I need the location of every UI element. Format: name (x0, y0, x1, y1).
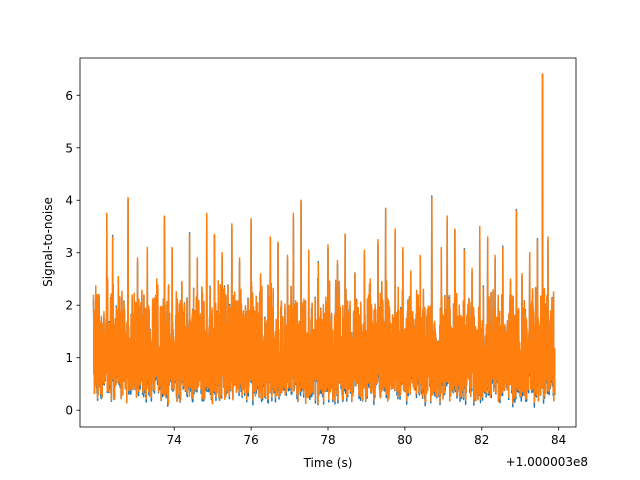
x-axis-ticks: 74 76 78 80 82 84 (167, 427, 566, 447)
x-tick-label: 78 (320, 433, 335, 447)
series-layer (92, 73, 556, 408)
y-tick-label: 0 (65, 404, 73, 418)
y-tick-label: 1 (65, 351, 73, 365)
y-axis-label: Signal-to-noise (41, 197, 55, 287)
x-tick-label: 76 (243, 433, 258, 447)
y-tick-label: 2 (65, 299, 73, 313)
y-tick-label: 3 (65, 246, 73, 260)
series-line-2 (92, 73, 556, 405)
x-tick-label: 74 (167, 433, 182, 447)
x-axis-label: Time (s) (303, 456, 353, 470)
y-tick-label: 5 (65, 141, 73, 155)
x-axis-offset-label: +1.000003e8 (506, 455, 588, 469)
y-tick-label: 6 (65, 89, 73, 103)
x-tick-label: 80 (397, 433, 412, 447)
y-tick-label: 4 (65, 194, 73, 208)
x-tick-label: 84 (551, 433, 566, 447)
y-axis-ticks: 0 1 2 3 4 5 6 (65, 89, 80, 418)
x-tick-label: 82 (474, 433, 489, 447)
